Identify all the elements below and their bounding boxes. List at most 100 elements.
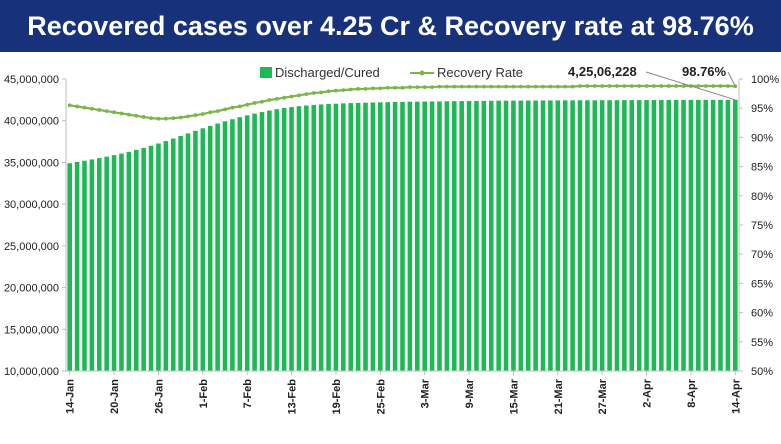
line-point bbox=[149, 116, 153, 121]
line-point bbox=[385, 85, 390, 90]
line-point bbox=[437, 84, 442, 89]
bar bbox=[614, 100, 620, 371]
bar bbox=[703, 99, 709, 371]
bar bbox=[459, 101, 464, 371]
legend-swatch-marker bbox=[419, 70, 425, 76]
line-point bbox=[356, 87, 361, 91]
line-point bbox=[171, 116, 176, 121]
bar bbox=[148, 145, 154, 371]
x-axis-tick-label: 2-Apr bbox=[642, 378, 654, 407]
page-title: Recovered cases over 4.25 Cr & Recovery … bbox=[27, 11, 754, 41]
line-point bbox=[430, 85, 434, 90]
bar bbox=[378, 102, 383, 372]
right-axis-tick-label: 50% bbox=[751, 366, 773, 378]
line-point bbox=[112, 110, 116, 115]
bar bbox=[370, 102, 376, 371]
line-point bbox=[555, 84, 560, 89]
bar bbox=[659, 100, 664, 372]
line-point bbox=[119, 111, 124, 116]
bar bbox=[200, 128, 206, 371]
annotation-recovery-rate: 98.76% bbox=[682, 64, 727, 79]
x-axis-tick-label: 27-Mar bbox=[597, 378, 609, 414]
line-point bbox=[163, 116, 168, 121]
line-point bbox=[585, 84, 590, 88]
line-point bbox=[570, 84, 575, 89]
line-point bbox=[533, 84, 538, 89]
line-point bbox=[319, 90, 324, 95]
bar bbox=[104, 156, 109, 371]
line-point bbox=[592, 84, 597, 88]
bar bbox=[141, 147, 146, 371]
x-axis-tick-label: 14-Apr bbox=[730, 378, 742, 414]
line-point bbox=[474, 84, 479, 89]
bar bbox=[622, 100, 627, 372]
bar bbox=[178, 135, 183, 371]
line-point bbox=[193, 113, 198, 118]
line-point bbox=[348, 87, 353, 92]
line-point bbox=[134, 113, 139, 118]
bar bbox=[193, 130, 198, 371]
line-point bbox=[208, 110, 213, 115]
line-point bbox=[341, 88, 346, 92]
chart-area: 10,000,000 15,000,000 20,000,000 25,000,000… bbox=[0, 52, 781, 439]
line-point bbox=[407, 85, 412, 90]
right-y-axis: 50% 55% 60% 65% 70% 75% 80% 85% 90% 95% 100% bbox=[738, 74, 779, 378]
bar bbox=[518, 100, 524, 371]
line-point bbox=[652, 84, 656, 88]
bar bbox=[696, 99, 701, 372]
line-point bbox=[511, 84, 516, 89]
bar bbox=[111, 155, 117, 371]
right-axis-tick-label: 80% bbox=[751, 191, 773, 203]
bar bbox=[163, 141, 169, 371]
bar bbox=[348, 103, 354, 372]
bar bbox=[326, 104, 331, 372]
bar bbox=[392, 102, 398, 371]
bar bbox=[599, 100, 605, 371]
bar bbox=[503, 100, 509, 371]
bar bbox=[281, 108, 287, 371]
bar bbox=[540, 100, 546, 371]
line-point bbox=[186, 114, 190, 119]
x-axis-tick-label: 19-Feb bbox=[331, 379, 343, 415]
bar bbox=[466, 101, 472, 371]
right-axis-tick-label: 60% bbox=[751, 308, 773, 320]
line-point bbox=[548, 84, 553, 89]
left-axis-tick-label: 15,000,000 bbox=[4, 324, 59, 336]
right-axis-tick-label: 95% bbox=[751, 103, 773, 115]
bar bbox=[237, 117, 243, 371]
bar bbox=[437, 101, 442, 371]
x-axis: 14-Jan 20-Jan 26-Jan 1-Feb 7-Feb 13-Feb 19-Feb… bbox=[65, 370, 742, 415]
bar bbox=[67, 163, 72, 371]
bar bbox=[725, 99, 731, 371]
bar bbox=[207, 125, 213, 371]
line-point bbox=[444, 84, 449, 89]
bar bbox=[170, 138, 176, 371]
line-point bbox=[89, 106, 94, 111]
line-point bbox=[311, 91, 316, 95]
x-axis-tick-label: 26-Jan bbox=[153, 379, 165, 414]
annotations: 4,25,06,228 98.76% bbox=[568, 64, 736, 101]
bar bbox=[341, 103, 346, 371]
bar bbox=[119, 153, 124, 371]
line-point bbox=[726, 84, 730, 88]
bar bbox=[296, 106, 302, 371]
left-axis-tick-label: 45,000,000 bbox=[4, 74, 59, 86]
right-axis-tick-label: 90% bbox=[751, 132, 773, 144]
bar bbox=[385, 102, 391, 371]
bar bbox=[222, 121, 228, 372]
legend: Discharged/Cured Recovery Rate bbox=[260, 65, 523, 80]
bar bbox=[651, 100, 657, 372]
bar bbox=[481, 100, 487, 372]
left-axis-tick-label: 40,000,000 bbox=[4, 116, 59, 128]
line-point bbox=[82, 105, 87, 110]
legend-label-discharged: Discharged/Cured bbox=[275, 65, 380, 80]
line-point bbox=[75, 104, 79, 109]
left-axis-tick-label: 25,000,000 bbox=[4, 241, 59, 253]
bar bbox=[592, 100, 598, 371]
line-point bbox=[637, 84, 642, 88]
annotation-leader-discharged bbox=[645, 71, 736, 101]
combo-chart: 10,000,000 15,000,000 20,000,000 25,000,000… bbox=[4, 64, 779, 415]
bar bbox=[525, 100, 531, 371]
line-point bbox=[245, 102, 250, 107]
bar bbox=[733, 99, 738, 372]
